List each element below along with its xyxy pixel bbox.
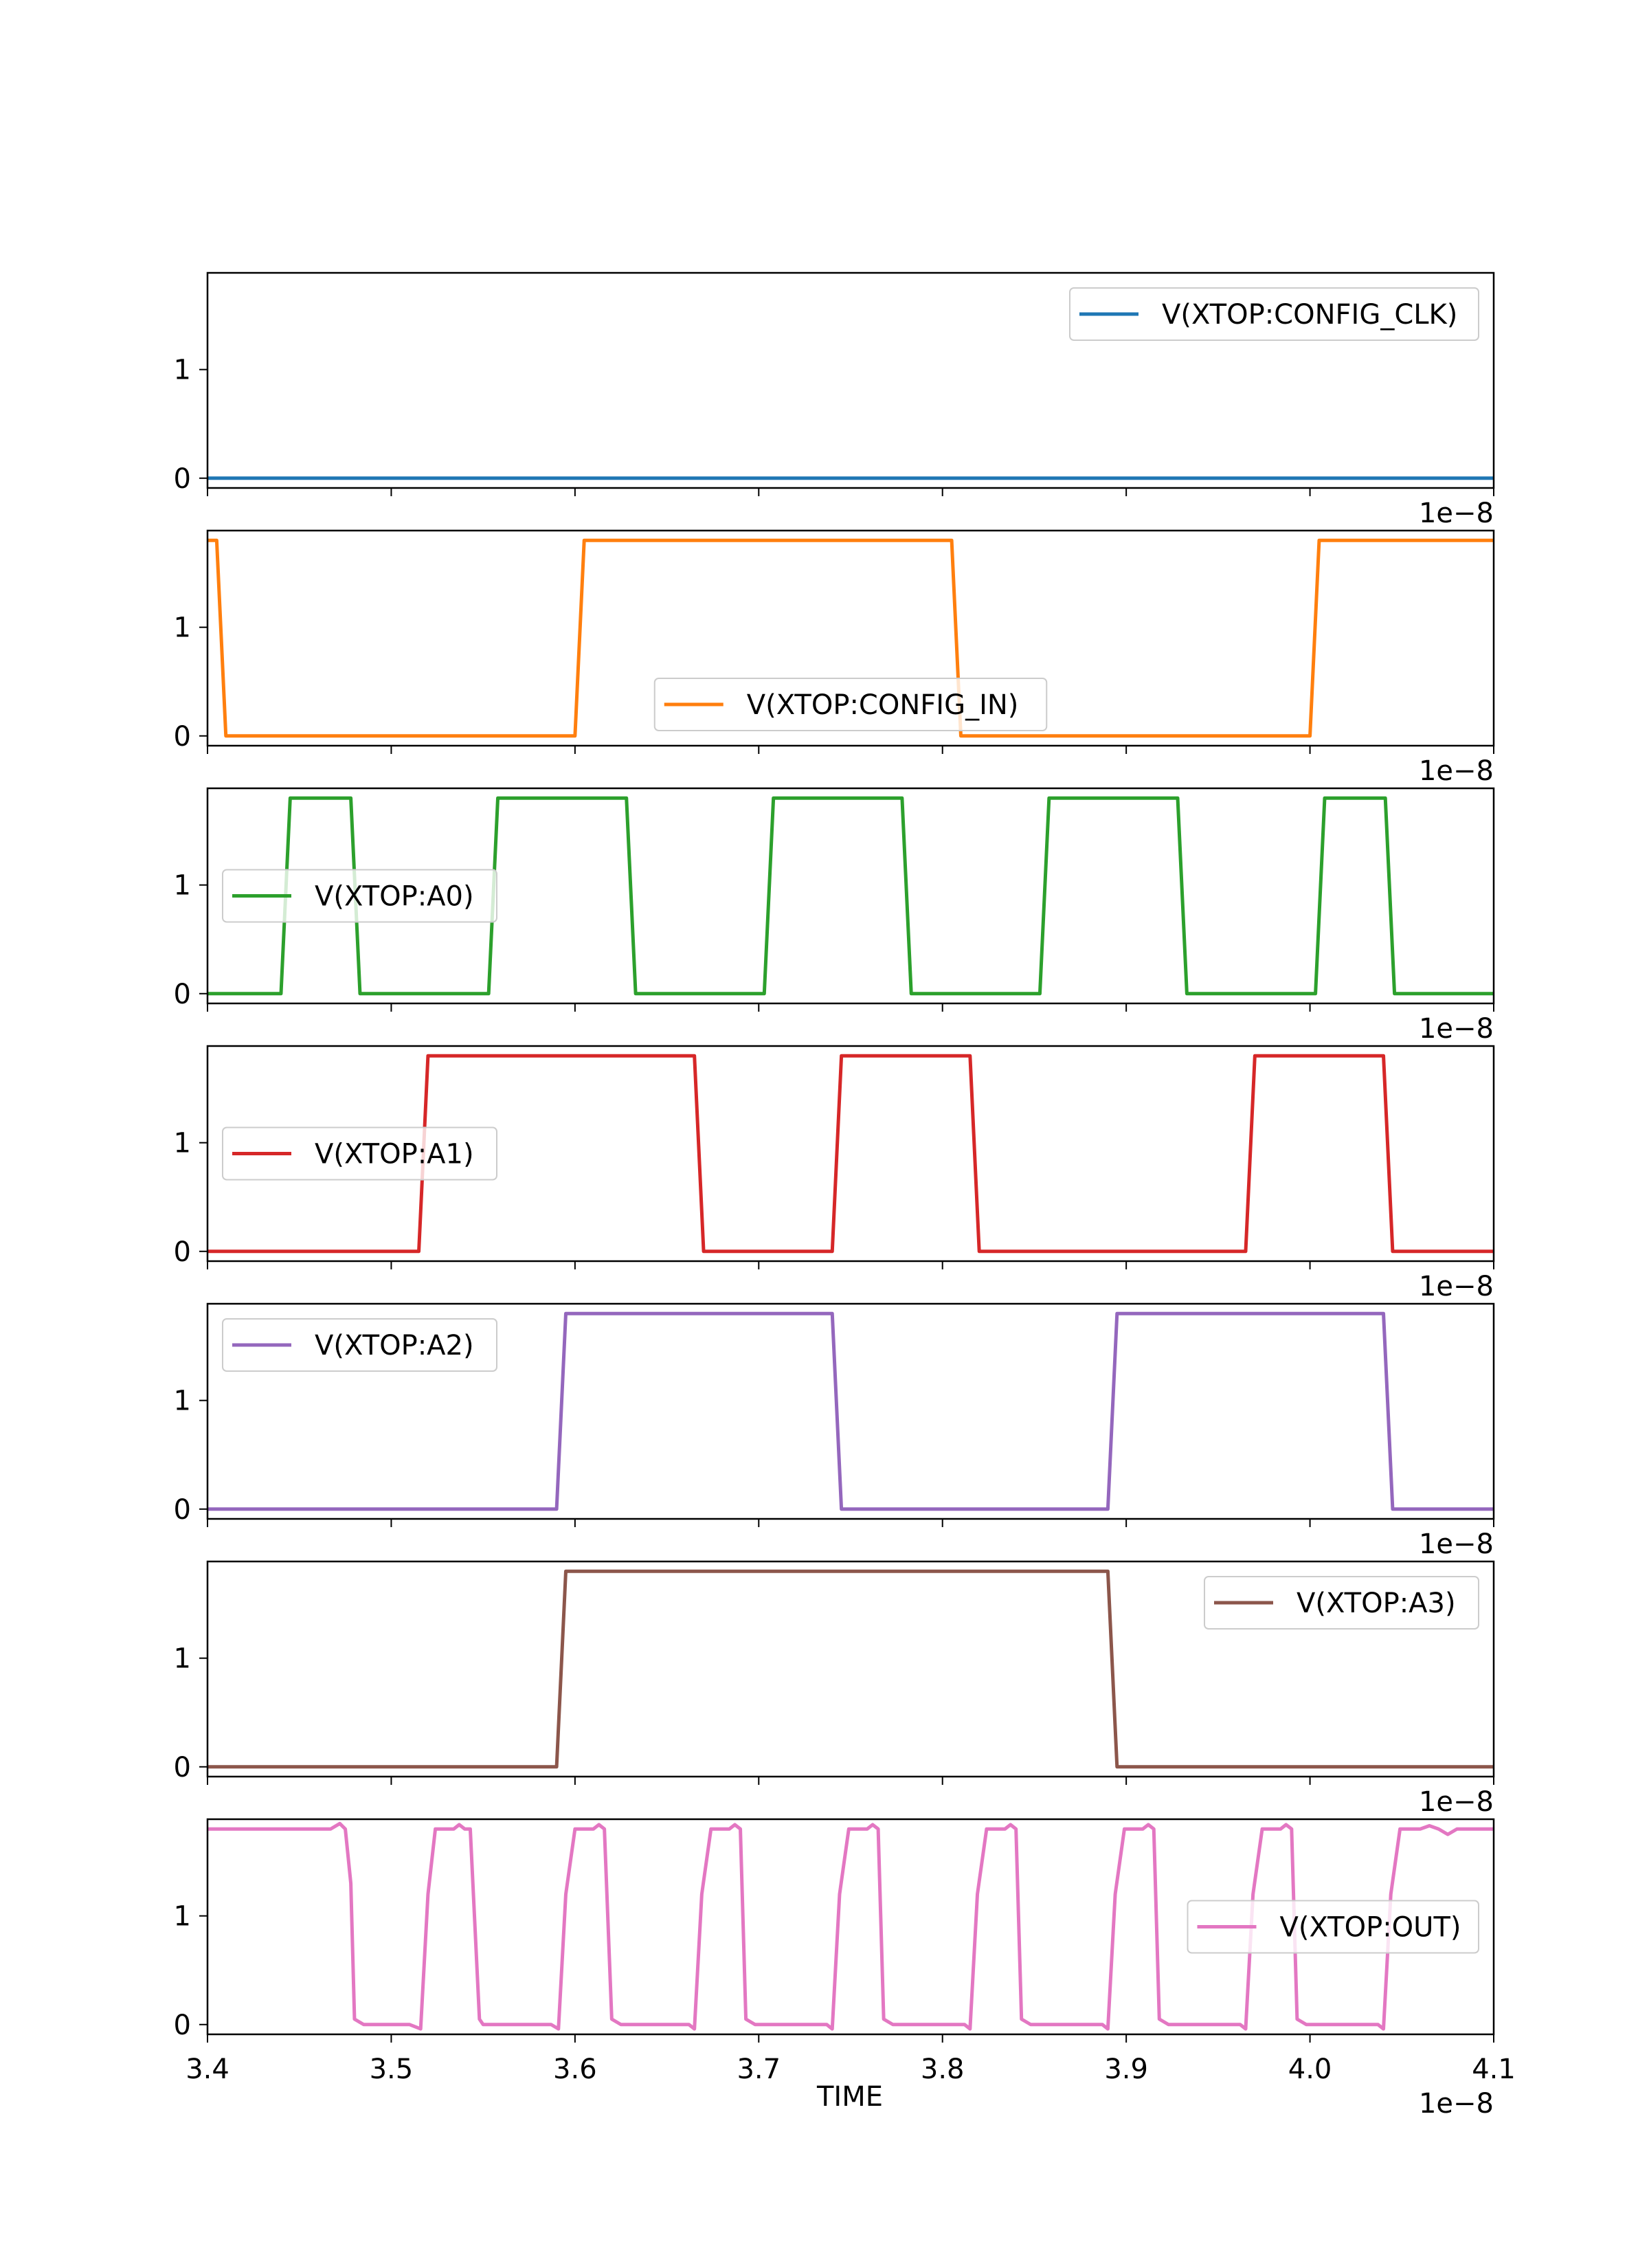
x-tick-label: 3.7	[737, 2054, 781, 2085]
legend-a1: V(XTOP:A1)	[222, 1126, 497, 1181]
axes-frame	[206, 1818, 1495, 2036]
legend-label: V(XTOP:A1)	[315, 1139, 474, 1170]
x-tick-label: 3.5	[370, 2054, 414, 2085]
legend-label: V(XTOP:CONFIG_IN)	[747, 689, 1019, 721]
legend-label: V(XTOP:OUT)	[1280, 1912, 1461, 1944]
legend-config-clk: V(XTOP:CONFIG_CLK)	[1069, 287, 1479, 341]
y-tick-label: 1	[174, 355, 191, 386]
legend-box	[1069, 287, 1479, 341]
y-tick-label: 0	[174, 463, 191, 495]
y-tick-label: 0	[174, 2010, 191, 2041]
series-line-out	[207, 1821, 1494, 2031]
y-tick-label: 1	[174, 870, 191, 902]
y-tick-label: 1	[174, 612, 191, 644]
legend-box	[222, 1318, 497, 1372]
subplot-out: 0 1 3.4 3.5 3.6 3.7 3.8 3.9 4.0 4.11e−8 V(XTOP:OUT…	[174, 1818, 1516, 2120]
legend-box	[222, 869, 497, 923]
legend-box	[222, 1126, 497, 1181]
axes-frame	[206, 1560, 1495, 1778]
legend-box	[653, 678, 1048, 731]
x-tick-label: 3.4	[186, 2054, 229, 2085]
x-offset-text: 1e−8	[1419, 1528, 1494, 1560]
legend-out: V(XTOP:OUT)	[1187, 1900, 1479, 1954]
x-axis-label: TIME	[816, 2081, 883, 2113]
series-line-a3	[207, 1569, 1494, 1769]
y-tick-label: 0	[174, 1494, 191, 1526]
x-offset-text: 1e−8	[1419, 1013, 1494, 1045]
axes-frame	[206, 1045, 1495, 1263]
subplot-config-in: 0 1 1e−8 V(XTOP:CONFIG_IN)	[174, 529, 1495, 787]
subplot-a0: 0 1 1e−8 V(XTOP:A0)	[174, 787, 1495, 1045]
legend-config-in: V(XTOP:CONFIG_IN)	[653, 678, 1048, 731]
series-line-a1	[207, 1054, 1494, 1254]
legend-label: V(XTOP:A2)	[315, 1330, 474, 1361]
x-tick-label: 3.9	[1104, 2054, 1148, 2085]
axes-frame	[206, 1302, 1495, 1520]
x-offset-text: 1e−8	[1419, 1786, 1494, 1818]
subplot-a1: 0 1 1e−8 V(XTOP:A1)	[174, 1045, 1495, 1302]
y-tick-label: 1	[174, 1128, 191, 1159]
legend-box	[1204, 1576, 1479, 1630]
subplot-stack: 0 1 1e−8 V(XTOP:CONFIG_CLK) 0 1 1e−8 V(XTOP:CON…	[174, 271, 1516, 2120]
y-tick-label: 0	[174, 1752, 191, 1783]
x-offset-text: 1e−8	[1419, 1271, 1494, 1302]
y-tick-label: 1	[174, 1901, 191, 1933]
y-tick-label: 1	[174, 1386, 191, 1417]
x-tick-label: 4.1	[1472, 2054, 1516, 2085]
legend-box	[1187, 1900, 1479, 1954]
legend-a3: V(XTOP:A3)	[1204, 1576, 1479, 1630]
y-tick-label: 0	[174, 979, 191, 1010]
axes-frame	[206, 271, 1495, 489]
x-offset-text: 1e−8	[1419, 498, 1494, 529]
x-tick-label: 3.8	[921, 2054, 965, 2085]
x-tick-label: 4.0	[1288, 2054, 1332, 2085]
legend-label: V(XTOP:CONFIG_CLK)	[1162, 299, 1457, 331]
axes-frame	[206, 787, 1495, 1005]
series-line-a2	[207, 1311, 1494, 1511]
x-tick-label: 3.6	[553, 2054, 597, 2085]
y-tick-label: 0	[174, 1236, 191, 1268]
legend-label: V(XTOP:A3)	[1297, 1588, 1456, 1619]
legend-label: V(XTOP:A0)	[315, 881, 474, 913]
y-tick-label: 0	[174, 721, 191, 753]
subplot-config-clk: 0 1 1e−8 V(XTOP:CONFIG_CLK)	[174, 271, 1495, 529]
series-line-config-in	[207, 538, 1494, 738]
y-tick-label: 1	[174, 1643, 191, 1675]
subplot-a2: 0 1 1e−8 V(XTOP:A2)	[174, 1302, 1495, 1560]
legend-a0: V(XTOP:A0)	[222, 869, 497, 923]
axes-frame	[206, 529, 1495, 747]
x-offset-text: 1e−8	[1419, 755, 1494, 787]
legend-a2: V(XTOP:A2)	[222, 1318, 497, 1372]
subplot-a3: 0 1 1e−8 V(XTOP:A3)	[174, 1560, 1495, 1818]
x-offset-text: 1e−8	[1419, 2088, 1494, 2120]
